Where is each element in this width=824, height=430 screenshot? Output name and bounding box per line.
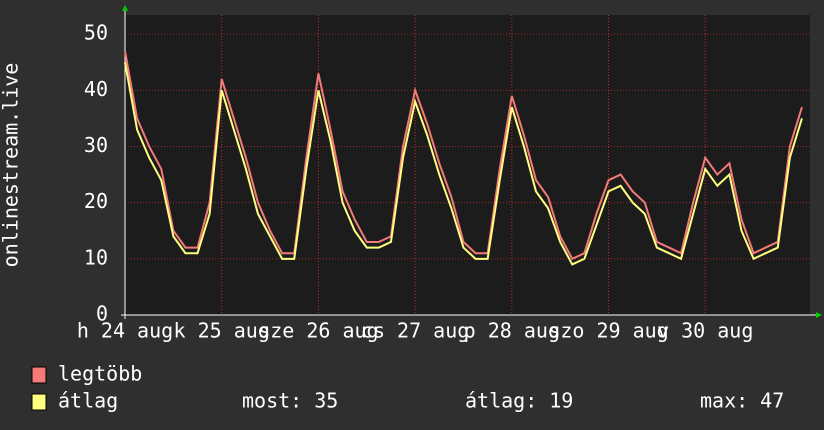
axis-arrow — [816, 312, 822, 318]
y-axis-label: onlinestream.live — [0, 63, 23, 268]
stat-label: átlag: — [465, 389, 537, 413]
stat-value: 35 — [314, 389, 338, 413]
x-tick-label: sze 26 aug — [258, 319, 378, 343]
stat-value: 19 — [549, 389, 573, 413]
y-tick-label: 40 — [84, 77, 108, 101]
y-tick-label: 0 — [96, 302, 108, 326]
stat-label: most: — [242, 389, 302, 413]
x-tick-label: p 28 aug — [464, 319, 560, 343]
x-tick-label: v 30 aug — [657, 319, 753, 343]
series-line — [124, 50, 803, 261]
y-tick-label: 30 — [84, 133, 108, 157]
x-tick-label: h 24 aug — [77, 319, 173, 343]
y-tick-label: 10 — [84, 245, 108, 269]
plot-area — [125, 15, 810, 315]
legend-swatch — [31, 366, 47, 384]
x-tick-label: szo 29 aug — [548, 319, 668, 343]
stat-label: max: — [700, 389, 748, 413]
y-tick-label: 20 — [84, 189, 108, 213]
y-tick-label: 50 — [84, 21, 108, 45]
series-line — [124, 62, 803, 266]
stat-value: 47 — [760, 389, 784, 413]
axis-arrow — [122, 5, 128, 11]
legend-label: átlag — [58, 389, 118, 413]
legend-label: legtöbb — [58, 362, 142, 386]
legend-swatch — [31, 393, 47, 411]
x-tick-label: cs 27 aug — [361, 319, 469, 343]
x-tick-label: k 25 aug — [174, 319, 270, 343]
